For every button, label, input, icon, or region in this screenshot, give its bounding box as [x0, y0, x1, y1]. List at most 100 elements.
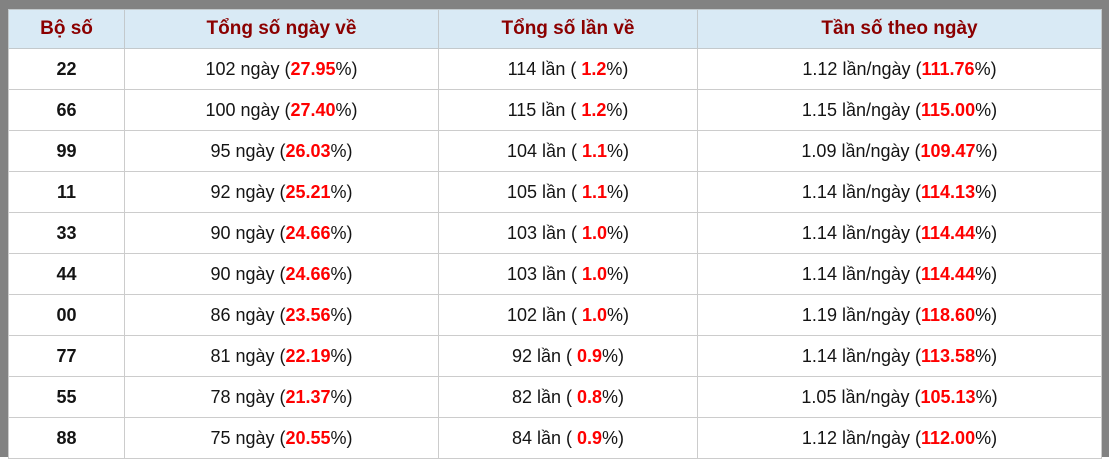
total-days-cell: 86 ngày (23.56%)	[124, 294, 439, 336]
frequency-close: %)	[975, 386, 998, 407]
frequency-cell: 1.05 lần/ngày (105.13%)	[697, 376, 1102, 418]
days-percent: 24.66	[285, 263, 331, 284]
pair-number-cell: 77	[8, 335, 125, 377]
frequency-percent: 114.44	[921, 222, 976, 243]
times-percent: 1.1	[582, 181, 608, 202]
total-times-cell: 92 lần ( 0.9%)	[438, 335, 698, 377]
total-times-cell: 115 lần ( 1.2%)	[438, 89, 698, 131]
frequency-percent: 112.00	[921, 427, 976, 448]
days-close: %)	[330, 181, 353, 202]
table-row: 55 78 ngày (21.37%) 82 lần ( 0.8%) 1.05 …	[8, 376, 1102, 418]
times-close: %)	[607, 181, 630, 202]
frequency-text: 1.12 lần/ngày (	[801, 427, 922, 448]
days-percent: 26.03	[285, 140, 331, 161]
frequency-close: %)	[975, 99, 998, 120]
frequency-text: 1.14 lần/ngày (	[801, 263, 922, 284]
times-text: 105 lần (	[506, 181, 583, 202]
frequency-cell: 1.09 lần/ngày (109.47%)	[697, 130, 1102, 172]
header-pair: Bộ số	[8, 9, 125, 49]
days-close: %)	[330, 304, 353, 325]
total-times-cell: 104 lần ( 1.1%)	[438, 130, 698, 172]
frequency-close: %)	[975, 140, 998, 161]
pair-number-cell: 66	[8, 89, 125, 131]
table-row: 11 92 ngày (25.21%) 105 lần ( 1.1%) 1.14…	[8, 171, 1102, 213]
frequency-close: %)	[974, 58, 997, 79]
total-days-cell: 95 ngày (26.03%)	[124, 130, 439, 172]
frequency-percent: 105.13	[920, 386, 976, 407]
frequency-text: 1.19 lần/ngày (	[801, 304, 922, 325]
days-text: 81 ngày (	[210, 345, 286, 366]
frequency-text: 1.14 lần/ngày (	[801, 222, 922, 243]
days-percent: 21.37	[285, 386, 331, 407]
days-percent: 23.56	[285, 304, 331, 325]
days-close: %)	[335, 58, 358, 79]
times-percent: 1.0	[582, 222, 608, 243]
table-row: 44 90 ngày (24.66%) 103 lần ( 1.0%) 1.14…	[8, 253, 1102, 295]
pair-number-cell: 33	[8, 212, 125, 254]
pair-number-cell: 99	[8, 130, 125, 172]
days-percent: 27.95	[290, 58, 336, 79]
days-close: %)	[330, 427, 353, 448]
total-times-cell: 105 lần ( 1.1%)	[438, 171, 698, 213]
times-text: 84 lần (	[511, 427, 577, 448]
frequency-cell: 1.12 lần/ngày (111.76%)	[697, 48, 1102, 90]
times-text: 82 lần (	[511, 386, 577, 407]
times-close: %)	[607, 140, 630, 161]
frequency-cell: 1.14 lần/ngày (114.44%)	[697, 253, 1102, 295]
total-times-cell: 84 lần ( 0.9%)	[438, 417, 698, 459]
frequency-close: %)	[975, 222, 998, 243]
table-row: 99 95 ngày (26.03%) 104 lần ( 1.1%) 1.09…	[8, 130, 1102, 172]
table-row: 00 86 ngày (23.56%) 102 lần ( 1.0%) 1.19…	[8, 294, 1102, 336]
frequency-text: 1.14 lần/ngày (	[801, 345, 922, 366]
times-percent: 0.8	[577, 386, 603, 407]
times-percent: 1.0	[582, 304, 608, 325]
total-days-cell: 81 ngày (22.19%)	[124, 335, 439, 377]
times-close: %)	[602, 386, 625, 407]
header-frequency: Tần số theo ngày	[697, 9, 1102, 49]
total-days-cell: 90 ngày (24.66%)	[124, 212, 439, 254]
frequency-percent: 114.13	[921, 181, 976, 202]
frequency-text: 1.15 lần/ngày (	[801, 99, 922, 120]
times-text: 115 lần (	[507, 99, 582, 120]
times-percent: 1.0	[582, 263, 608, 284]
days-close: %)	[330, 222, 353, 243]
times-close: %)	[602, 427, 625, 448]
times-text: 92 lần (	[511, 345, 577, 366]
times-percent: 0.9	[577, 345, 603, 366]
frequency-close: %)	[975, 263, 998, 284]
pair-number-cell: 11	[8, 171, 125, 213]
times-text: 102 lần (	[506, 304, 583, 325]
total-times-cell: 103 lần ( 1.0%)	[438, 212, 698, 254]
times-close: %)	[602, 345, 625, 366]
frequency-percent: 118.60	[921, 304, 976, 325]
total-days-cell: 102 ngày (27.95%)	[124, 48, 439, 90]
total-days-cell: 100 ngày (27.40%)	[124, 89, 439, 131]
times-text: 103 lần (	[506, 222, 583, 243]
table-row: 22 102 ngày (27.95%) 114 lần ( 1.2%) 1.1…	[8, 48, 1102, 90]
times-close: %)	[607, 304, 630, 325]
days-text: 90 ngày (	[210, 263, 286, 284]
table-header: Bộ số Tổng số ngày về Tổng số lần về Tần…	[8, 9, 1102, 49]
frequency-text: 1.09 lần/ngày (	[801, 140, 921, 161]
frequency-cell: 1.19 lần/ngày (118.60%)	[697, 294, 1102, 336]
header-row: Bộ số Tổng số ngày về Tổng số lần về Tần…	[8, 9, 1102, 49]
frequency-text: 1.12 lần/ngày (	[802, 58, 922, 79]
days-text: 92 ngày (	[210, 181, 286, 202]
table-row: 88 75 ngày (20.55%) 84 lần ( 0.9%) 1.12 …	[8, 417, 1102, 459]
days-text: 95 ngày (	[210, 140, 286, 161]
times-text: 114 lần (	[507, 58, 582, 79]
days-text: 75 ngày (	[210, 427, 286, 448]
pair-number-cell: 55	[8, 376, 125, 418]
frequency-percent: 113.58	[921, 345, 976, 366]
days-close: %)	[335, 99, 358, 120]
total-days-cell: 78 ngày (21.37%)	[124, 376, 439, 418]
times-percent: 1.1	[582, 140, 608, 161]
days-close: %)	[330, 345, 353, 366]
times-close: %)	[607, 263, 630, 284]
total-times-cell: 103 lần ( 1.0%)	[438, 253, 698, 295]
frequency-cell: 1.15 lần/ngày (115.00%)	[697, 89, 1102, 131]
days-text: 90 ngày (	[210, 222, 286, 243]
frequency-percent: 109.47	[920, 140, 976, 161]
times-text: 103 lần (	[506, 263, 583, 284]
